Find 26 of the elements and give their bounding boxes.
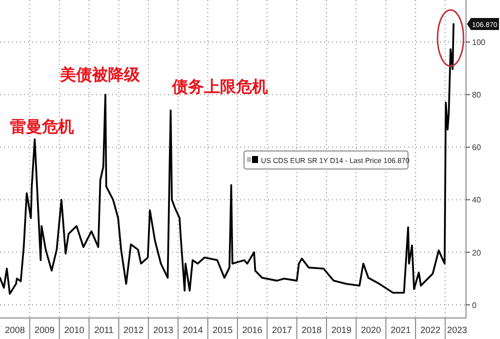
y-tick-label: 0 [472, 300, 477, 310]
x-tick-label: 2014 [182, 325, 203, 335]
y-tick-label: 40 [472, 196, 482, 205]
x-tick-label: 2008 [4, 325, 25, 335]
y-tick-label: 80 [472, 90, 482, 100]
x-tick-label: 2011 [94, 325, 114, 335]
line-series [0, 23, 454, 295]
annotation: 债务上限危机 [171, 78, 268, 96]
x-tick-label: 2021 [390, 325, 411, 335]
y-tick-label: 20 [472, 248, 482, 258]
annotation: 美债被降级 [59, 65, 141, 84]
x-tick-label: 2015 [212, 325, 233, 335]
x-tick-label: 2022 [420, 325, 440, 335]
y-tick-label: 60 [472, 143, 482, 152]
x-tick-label: 2013 [153, 325, 174, 335]
y-tick-label: 100 [472, 38, 486, 48]
x-tick-label: 2012 [124, 325, 144, 335]
x-tick-label: 2023 [447, 325, 468, 335]
x-tick-label: 2019 [331, 325, 352, 335]
x-tick-label: 2010 [64, 325, 84, 335]
x-tick-label: 2009 [34, 325, 55, 335]
x-tick-label: 2016 [242, 325, 262, 335]
x-tick-label: 2018 [302, 325, 322, 335]
annotation: 雷曼危机 [10, 118, 74, 136]
x-tick-label: 2017 [272, 325, 292, 335]
x-tick-label: 2020 [361, 325, 382, 335]
